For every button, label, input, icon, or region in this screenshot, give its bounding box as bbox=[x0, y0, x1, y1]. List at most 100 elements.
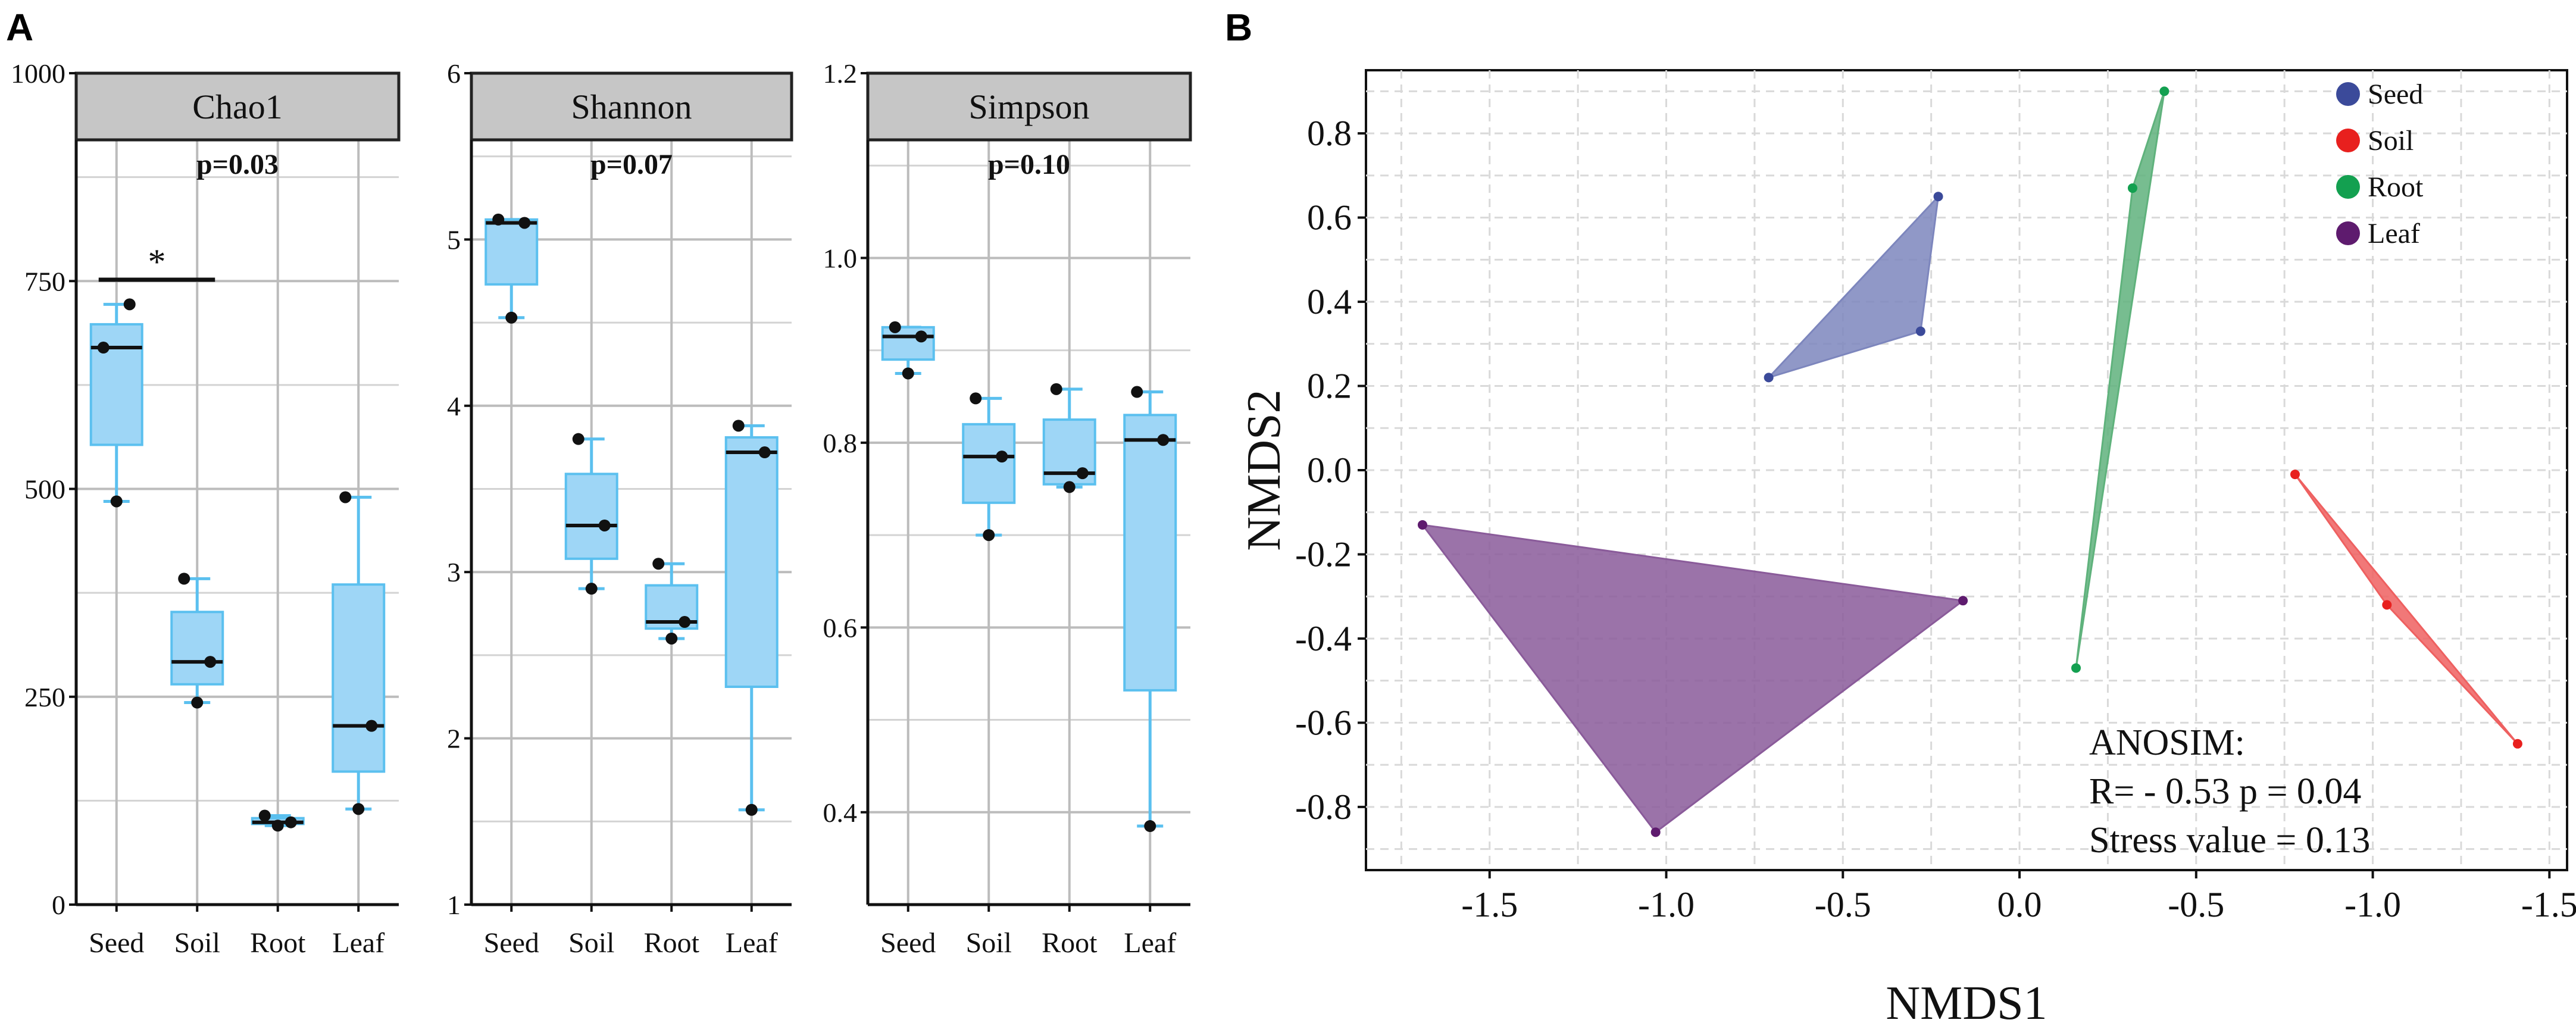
legend-marker-root bbox=[2336, 175, 2360, 199]
x-tick-label: Soil bbox=[966, 927, 1012, 959]
x-tick-label: Root bbox=[250, 927, 306, 959]
y-tick-label: 0 bbox=[52, 890, 65, 920]
y-tick-label: 0.8 bbox=[823, 428, 858, 458]
point-soil bbox=[2290, 470, 2300, 480]
x-tick-label: 0.0 bbox=[1997, 885, 2042, 924]
facet-title: Chao1 bbox=[192, 87, 282, 126]
y-tick-label: 1.2 bbox=[823, 58, 858, 89]
box-seed bbox=[484, 218, 539, 320]
box-soil bbox=[962, 396, 1016, 537]
point-seed bbox=[1915, 326, 1925, 336]
p-value: p=0.07 bbox=[590, 149, 673, 180]
data-point bbox=[902, 367, 914, 380]
data-point bbox=[518, 217, 531, 229]
data-point bbox=[1063, 481, 1076, 493]
data-point bbox=[665, 632, 678, 645]
y-tick-label: 6 bbox=[447, 58, 461, 89]
box-leaf bbox=[332, 495, 386, 811]
data-point bbox=[652, 558, 665, 570]
data-point bbox=[970, 392, 982, 405]
y-tick-label: 2 bbox=[447, 724, 461, 754]
data-point bbox=[889, 321, 901, 333]
x-tick-label: Soil bbox=[568, 927, 614, 959]
y-tick-label: 0.8 bbox=[1307, 114, 1352, 153]
point-leaf bbox=[1417, 520, 1427, 530]
panel-b-nmds: -1.5 -1.0 -0.5 0.0 -0.5 -1.0 -1.5 -0.8 -0.6 -0.4 -… bbox=[1238, 69, 2576, 1029]
p-value: p=0.10 bbox=[988, 149, 1070, 180]
data-point bbox=[983, 529, 995, 542]
series-leaf bbox=[1417, 520, 1968, 837]
x-tick-label: Leaf bbox=[1124, 927, 1176, 959]
x-tick-label: -1.0 bbox=[2344, 885, 2401, 924]
x-tick-label: Seed bbox=[89, 927, 144, 959]
x-tick-label: Seed bbox=[484, 927, 539, 959]
anosim-annotation-line: Stress value = 0.13 bbox=[2089, 820, 2370, 861]
data-point bbox=[1157, 434, 1170, 446]
data-point bbox=[745, 803, 758, 816]
data-point bbox=[505, 311, 518, 324]
x-tick-label: -1.5 bbox=[2521, 885, 2576, 924]
data-point bbox=[1050, 383, 1062, 395]
legend-label-root: Root bbox=[2368, 171, 2424, 203]
point-leaf bbox=[1958, 596, 1968, 606]
legend: Seed Soil Root Leaf bbox=[2336, 79, 2424, 249]
x-tick-label: Root bbox=[644, 927, 700, 959]
box-body bbox=[89, 323, 143, 446]
hull-leaf bbox=[1420, 523, 1965, 834]
x-tick-label: -0.5 bbox=[1815, 885, 1871, 924]
box-body bbox=[564, 473, 618, 560]
hull-root bbox=[2075, 90, 2165, 668]
x-axis-title: NMDS1 bbox=[1886, 977, 2047, 1029]
y-tick-label: 0.6 bbox=[823, 612, 858, 643]
legend-label-leaf: Leaf bbox=[2368, 218, 2420, 249]
facet-title: Simpson bbox=[968, 87, 1089, 126]
data-point bbox=[352, 803, 365, 815]
y-tick-label: 0.4 bbox=[823, 797, 858, 828]
data-point bbox=[178, 573, 190, 585]
data-point bbox=[97, 342, 110, 354]
y-tick-label: 4 bbox=[447, 391, 461, 421]
x-tick-label: -0.5 bbox=[2168, 885, 2224, 924]
box-body bbox=[962, 423, 1016, 504]
box-soil bbox=[564, 437, 618, 590]
x-tick-label: Leaf bbox=[332, 927, 384, 959]
point-root bbox=[2127, 183, 2137, 193]
y-tick-label: 0.4 bbox=[1307, 282, 1352, 321]
point-root bbox=[2159, 86, 2169, 96]
series-seed bbox=[1764, 192, 1943, 383]
x-tick-label: -1.0 bbox=[1638, 885, 1695, 924]
data-point bbox=[110, 495, 123, 508]
x-tick-label: Seed bbox=[880, 927, 936, 959]
panel-a-boxplots: Chao1 p=0.03 * 0 250 500 750 1000 Seed Soil Root Le… bbox=[11, 58, 1192, 959]
significance-star: * bbox=[148, 242, 166, 282]
y-tick-label: 1.0 bbox=[823, 243, 858, 273]
legend-label-seed: Seed bbox=[2368, 79, 2423, 110]
data-point bbox=[258, 809, 271, 822]
y-tick-label: 0.2 bbox=[1307, 367, 1352, 406]
box-leaf bbox=[1123, 390, 1177, 828]
data-point bbox=[123, 298, 136, 311]
data-point bbox=[191, 696, 204, 709]
legend-marker-seed bbox=[2336, 82, 2360, 106]
data-point bbox=[996, 451, 1008, 463]
data-point bbox=[758, 446, 771, 459]
data-point bbox=[585, 583, 598, 595]
legend-label-soil: Soil bbox=[2368, 125, 2414, 157]
box-body bbox=[1123, 414, 1177, 692]
facet-chao1: Chao1 p=0.03 * 0 250 500 750 1000 Seed Soil Root Le… bbox=[11, 58, 401, 959]
x-tick-label: Leaf bbox=[726, 927, 778, 959]
panel-b-label: B bbox=[1225, 6, 1252, 49]
data-point bbox=[915, 330, 927, 343]
y-tick-label: 750 bbox=[24, 266, 65, 296]
x-tick-label: -1.5 bbox=[1461, 885, 1518, 924]
y-tick-label: 250 bbox=[24, 682, 65, 712]
data-point bbox=[1131, 386, 1143, 398]
data-point bbox=[572, 433, 584, 445]
y-tick-label: 3 bbox=[447, 557, 461, 587]
y-axis-title: NMDS2 bbox=[1238, 389, 1290, 551]
box-body bbox=[170, 611, 224, 686]
data-point bbox=[285, 816, 297, 828]
series-soil bbox=[2290, 470, 2522, 749]
legend-marker-leaf bbox=[2336, 221, 2360, 245]
y-tick-label: -0.4 bbox=[1295, 619, 1352, 658]
